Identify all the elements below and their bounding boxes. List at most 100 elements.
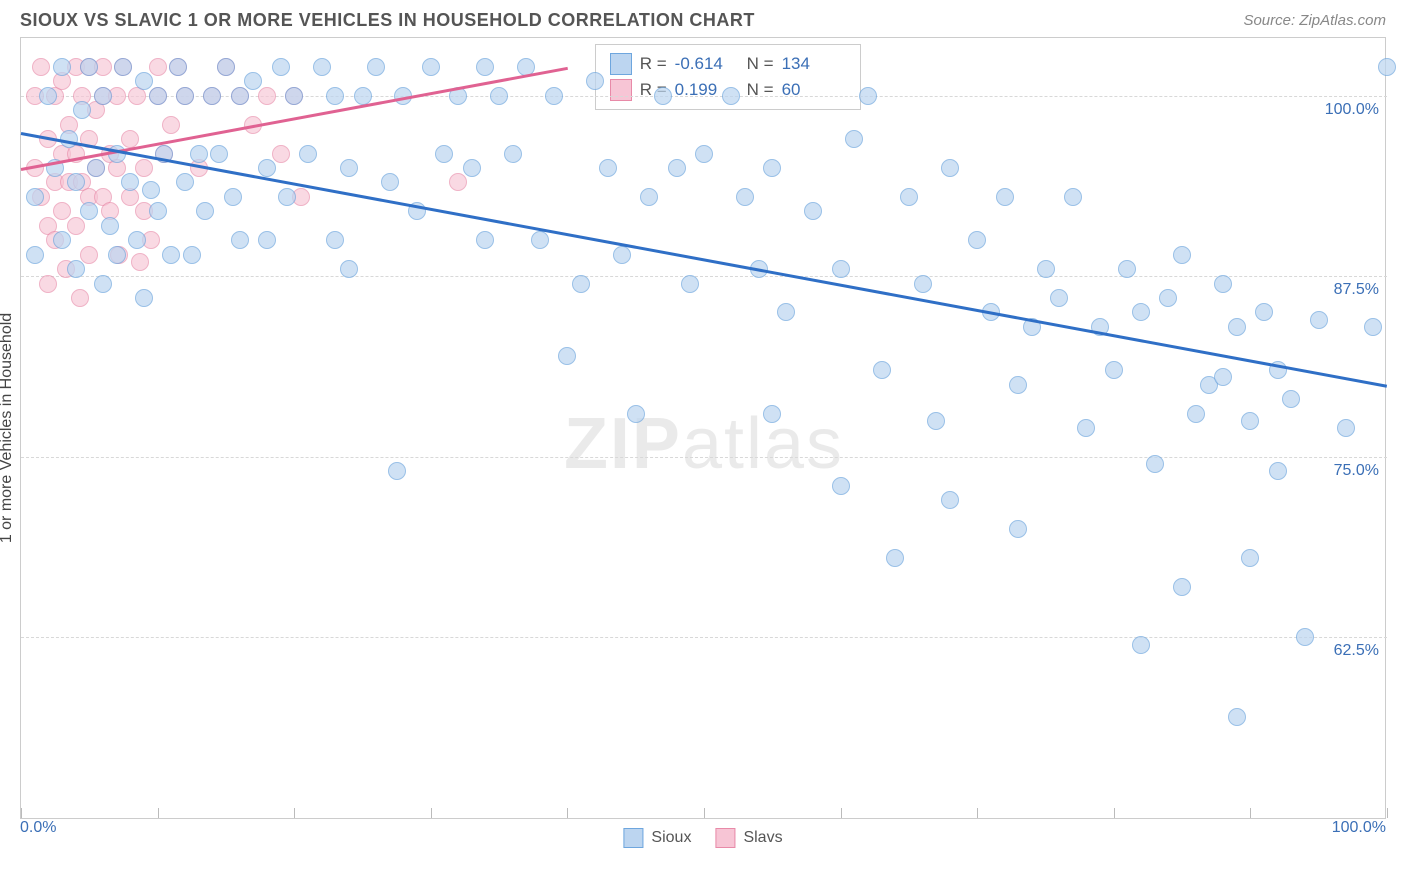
slavs-point bbox=[32, 58, 50, 76]
sioux-point bbox=[1050, 289, 1068, 307]
x-tick bbox=[21, 808, 22, 818]
sioux-point bbox=[1364, 318, 1382, 336]
sioux-point bbox=[1077, 419, 1095, 437]
sioux-point bbox=[1037, 260, 1055, 278]
sioux-point bbox=[73, 101, 91, 119]
sioux-point bbox=[53, 58, 71, 76]
chart-container: 1 or more Vehicles in Household ZIPatlas… bbox=[20, 37, 1386, 819]
sioux-point bbox=[1214, 275, 1232, 293]
sioux-point bbox=[196, 202, 214, 220]
sioux-point bbox=[169, 58, 187, 76]
y-tick-label: 87.5% bbox=[1334, 281, 1379, 299]
sioux-point bbox=[599, 159, 617, 177]
sioux-point bbox=[94, 275, 112, 293]
sioux-point bbox=[722, 87, 740, 105]
sioux-point bbox=[1310, 311, 1328, 329]
sioux-point bbox=[1269, 462, 1287, 480]
sioux-point bbox=[504, 145, 522, 163]
sioux-point bbox=[586, 72, 604, 90]
sioux-point bbox=[1228, 708, 1246, 726]
sioux-point bbox=[217, 58, 235, 76]
sioux-point bbox=[900, 188, 918, 206]
sioux-point bbox=[121, 173, 139, 191]
sioux-point bbox=[941, 159, 959, 177]
sioux-point bbox=[1159, 289, 1177, 307]
sioux-point bbox=[435, 145, 453, 163]
sioux-point bbox=[149, 87, 167, 105]
x-tick bbox=[1387, 808, 1388, 818]
sioux-point bbox=[886, 549, 904, 567]
sioux-point bbox=[258, 159, 276, 177]
sioux-point bbox=[1118, 260, 1136, 278]
legend-row-sioux: R =-0.614N =134 bbox=[610, 51, 846, 77]
sioux-point bbox=[558, 347, 576, 365]
x-tick bbox=[294, 808, 295, 818]
x-max-label: 100.0% bbox=[1332, 819, 1386, 837]
sioux-point bbox=[859, 87, 877, 105]
sioux-point bbox=[94, 87, 112, 105]
sioux-point bbox=[927, 412, 945, 430]
slavs-point bbox=[258, 87, 276, 105]
sioux-point bbox=[354, 87, 372, 105]
sioux-point bbox=[135, 72, 153, 90]
sioux-point bbox=[996, 188, 1014, 206]
sioux-point bbox=[176, 173, 194, 191]
source-label: Source: ZipAtlas.com bbox=[1243, 12, 1386, 29]
sioux-point bbox=[26, 188, 44, 206]
sioux-point bbox=[67, 260, 85, 278]
sioux-point bbox=[695, 145, 713, 163]
x-tick bbox=[431, 808, 432, 818]
sioux-point bbox=[1173, 578, 1191, 596]
watermark: ZIPatlas bbox=[564, 403, 844, 485]
gridline bbox=[21, 276, 1387, 277]
slavs-point bbox=[67, 217, 85, 235]
sioux-point bbox=[914, 275, 932, 293]
sioux-point bbox=[340, 159, 358, 177]
sioux-point bbox=[873, 361, 891, 379]
sioux-point bbox=[1255, 303, 1273, 321]
sioux-point bbox=[381, 173, 399, 191]
slavs-point bbox=[149, 58, 167, 76]
sioux-point bbox=[135, 289, 153, 307]
sioux-point bbox=[190, 145, 208, 163]
sioux-point bbox=[285, 87, 303, 105]
slavs-point bbox=[449, 173, 467, 191]
gridline bbox=[21, 96, 1387, 97]
x-tick bbox=[704, 808, 705, 818]
sioux-point bbox=[1241, 412, 1259, 430]
sioux-point bbox=[572, 275, 590, 293]
slavs-point bbox=[162, 116, 180, 134]
sioux-point bbox=[26, 246, 44, 264]
sioux-point bbox=[1132, 636, 1150, 654]
sioux-point bbox=[340, 260, 358, 278]
y-tick-label: 100.0% bbox=[1325, 101, 1379, 119]
sioux-point bbox=[476, 58, 494, 76]
sioux-point bbox=[1132, 303, 1150, 321]
sioux-point bbox=[231, 87, 249, 105]
y-axis-title: 1 or more Vehicles in Household bbox=[0, 313, 16, 543]
sioux-point bbox=[968, 231, 986, 249]
sioux-point bbox=[476, 231, 494, 249]
sioux-point bbox=[1296, 628, 1314, 646]
sioux-point bbox=[162, 246, 180, 264]
sioux-point bbox=[1241, 549, 1259, 567]
sioux-point bbox=[832, 260, 850, 278]
sioux-point bbox=[39, 87, 57, 105]
x-tick bbox=[1114, 808, 1115, 818]
sioux-point bbox=[1173, 246, 1191, 264]
sioux-point bbox=[80, 202, 98, 220]
sioux-point bbox=[763, 405, 781, 423]
sioux-point bbox=[832, 477, 850, 495]
sioux-point bbox=[1146, 455, 1164, 473]
y-tick-label: 75.0% bbox=[1334, 462, 1379, 480]
sioux-point bbox=[763, 159, 781, 177]
sioux-point bbox=[545, 87, 563, 105]
gridline bbox=[21, 457, 1387, 458]
x-tick bbox=[158, 808, 159, 818]
sioux-point bbox=[210, 145, 228, 163]
sioux-point bbox=[640, 188, 658, 206]
sioux-point bbox=[258, 231, 276, 249]
sioux-point bbox=[101, 217, 119, 235]
x-min-label: 0.0% bbox=[20, 819, 56, 837]
sioux-point bbox=[53, 231, 71, 249]
